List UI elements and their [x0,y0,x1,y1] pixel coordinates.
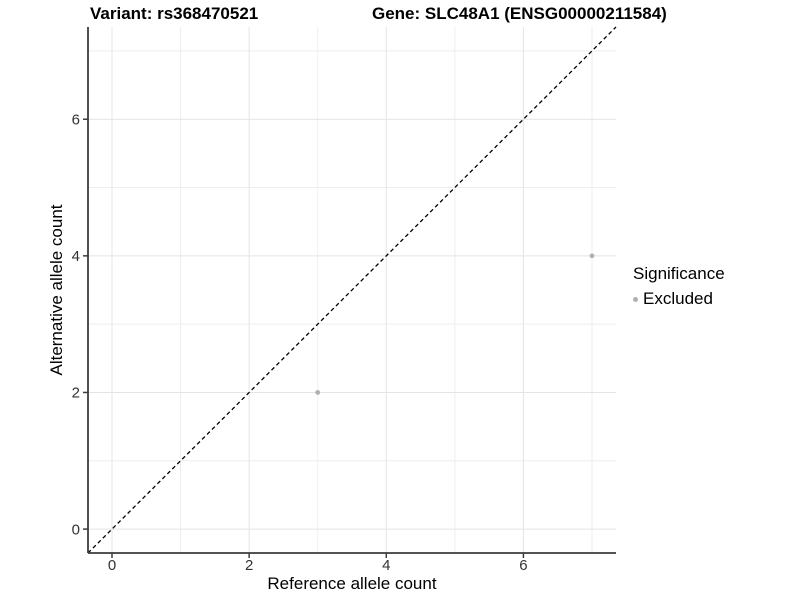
legend: Significance Excluded [633,264,725,309]
gene-title: Gene: SLC48A1 (ENSG00000211584) [372,4,667,23]
y-tick-label: 2 [72,385,80,402]
identity-line [87,26,617,554]
legend-entry: Excluded [633,289,725,309]
y-tick-label: 6 [72,111,80,128]
legend-title: Significance [633,264,725,283]
x-tick-label: 2 [245,557,253,574]
legend-point-icon [633,296,638,302]
y-tick-label: 0 [72,521,80,538]
data-point [315,390,321,395]
x-tick-label: 6 [519,557,527,574]
x-tick-label: 4 [382,557,390,574]
variant-title: Variant: rs368470521 [90,4,259,23]
data-point [589,253,595,259]
x-tick-label: 0 [108,557,116,574]
y-tick-label: 4 [72,248,80,265]
x-axis-label: Reference allele count [267,574,437,593]
y-axis-label: Alternative allele count [47,204,66,376]
legend-entry-label: Excluded [643,289,713,308]
